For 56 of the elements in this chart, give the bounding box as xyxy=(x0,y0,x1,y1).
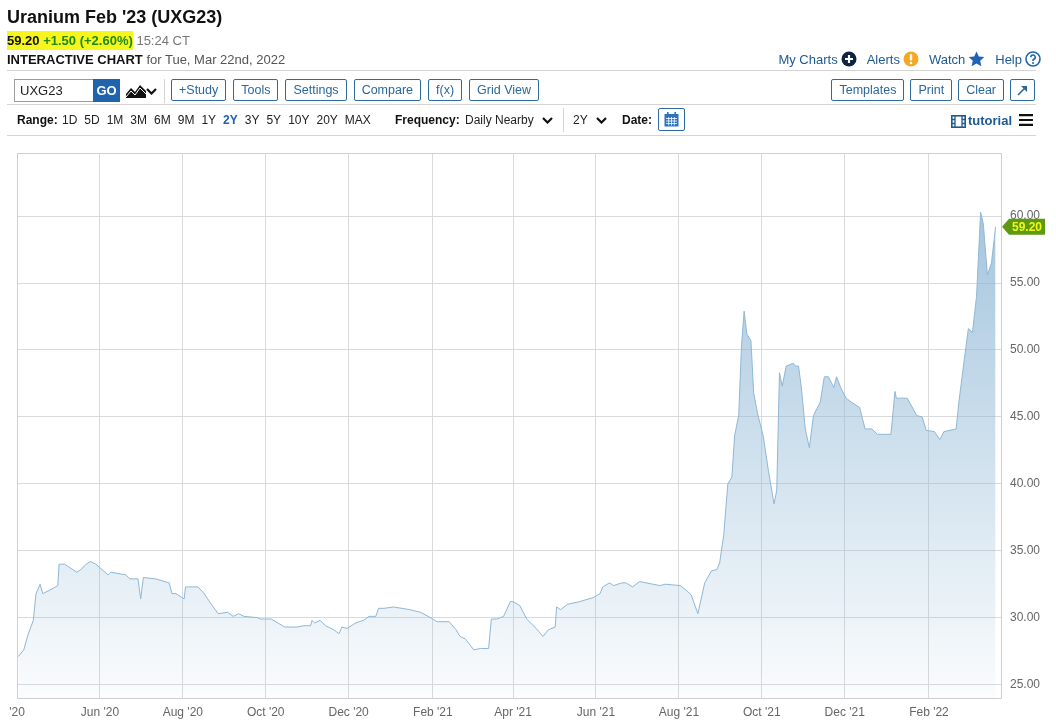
text: 5D xyxy=(84,113,100,127)
button: Compare xyxy=(353,79,422,101)
text: My Charts xyxy=(778,51,838,67)
x-tick-label: Dec '21 xyxy=(824,704,866,719)
x-tick-label: Jun '20 xyxy=(80,704,120,719)
text: Frequency: xyxy=(395,113,460,127)
button: GO xyxy=(93,79,120,102)
text: Watch xyxy=(928,51,966,67)
x-tick-label: Dec '20 xyxy=(328,704,370,719)
text: for Tue, Mar 22nd, 2022 xyxy=(145,52,286,67)
button: Tools xyxy=(233,79,279,101)
text: Date: xyxy=(622,113,653,127)
button: Settings xyxy=(285,79,347,101)
y-tick-label: 30.00 xyxy=(1010,610,1041,624)
y-tick-label: 25.00 xyxy=(1010,676,1041,691)
y-tick-label: 50.00 xyxy=(1010,342,1041,357)
text: Help xyxy=(995,51,1022,67)
y-tick-label: 45.00 xyxy=(1010,409,1041,424)
text: Alerts xyxy=(866,51,900,67)
x-tick-label: '20 xyxy=(9,704,26,719)
x-tick-label: Aug '21 xyxy=(658,704,700,719)
x-tick-label: Feb '22 xyxy=(909,704,950,719)
x-tick-label: Oct '21 xyxy=(742,704,781,719)
text: 3Y xyxy=(244,113,260,127)
text: MAX xyxy=(344,113,371,127)
text: Range: xyxy=(17,113,58,127)
button: Clear xyxy=(958,79,1004,101)
x-tick-label: Jun '21 xyxy=(576,704,616,719)
text: 20Y xyxy=(316,113,338,127)
text: tutorial xyxy=(968,113,1013,128)
chart-subtitle: 59.20 +1.50 (+2.60%) 15:24 CT xyxy=(7,33,190,48)
text: 10Y xyxy=(288,113,310,127)
button: Grid View xyxy=(469,79,540,101)
x-tick-label: Oct '20 xyxy=(246,704,285,719)
button: +Study xyxy=(171,79,227,101)
chart-title: Uranium Feb '23 (UXG23) xyxy=(7,7,223,28)
y-tick-label: 35.00 xyxy=(1010,543,1041,558)
text: 5Y xyxy=(266,113,282,127)
x-tick-label: Feb '21 xyxy=(413,704,454,719)
text: 2Y xyxy=(573,113,588,127)
text: 3M xyxy=(130,113,148,127)
x-tick-label: Aug '20 xyxy=(162,704,204,719)
text: 1M xyxy=(106,113,124,127)
text: 6M xyxy=(154,113,171,127)
text: 2Y xyxy=(223,113,238,127)
text: Daily Nearby xyxy=(465,113,534,127)
text: 1Y xyxy=(201,113,217,127)
button: Templates xyxy=(831,79,905,101)
y-tick-label: 55.00 xyxy=(1010,275,1041,290)
text: 1D xyxy=(62,113,78,127)
x-tick-label: Apr '21 xyxy=(494,704,533,719)
y-tick-label: 40.00 xyxy=(1010,476,1041,491)
button: Print xyxy=(910,79,953,101)
text: INTERACTIVE CHART xyxy=(7,52,143,67)
button: f(x) xyxy=(428,79,463,101)
text: 9M xyxy=(177,113,195,127)
